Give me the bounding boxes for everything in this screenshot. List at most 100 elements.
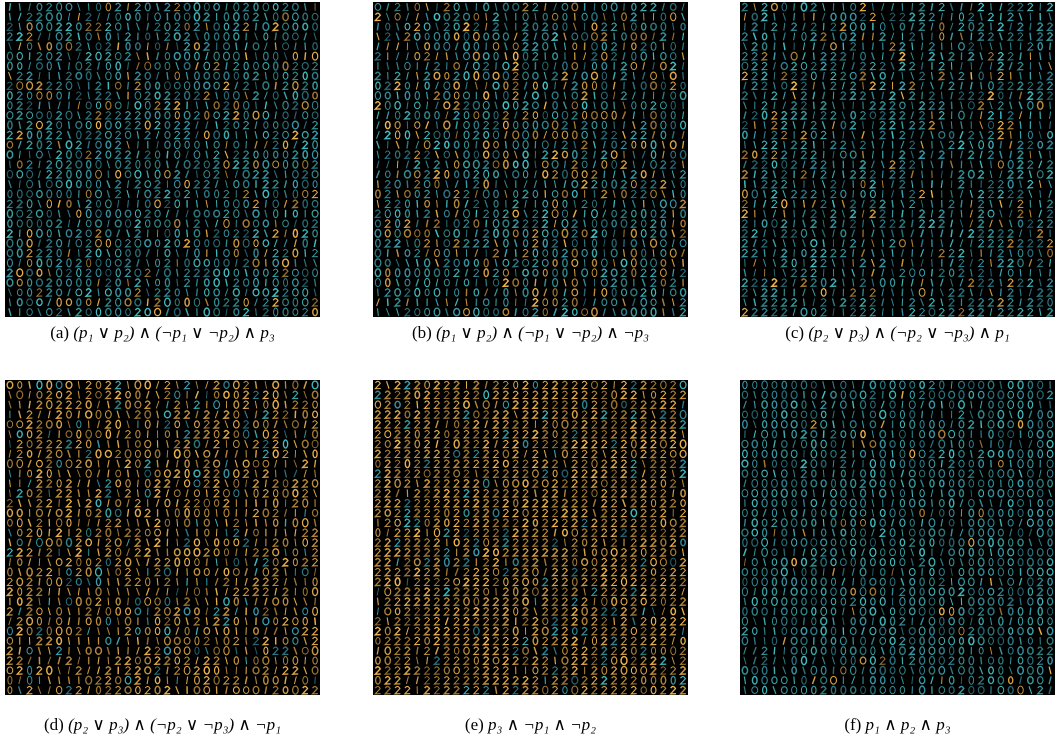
digit-glyph	[562, 578, 567, 585]
digit-glyph	[831, 82, 836, 89]
digit-glyph	[78, 499, 80, 507]
digit-glyph	[204, 13, 209, 20]
digit-glyph	[444, 529, 449, 536]
digit-glyph	[811, 131, 816, 138]
digit-glyph	[582, 450, 587, 457]
digit-glyph	[474, 240, 479, 247]
digit-glyph	[86, 121, 91, 128]
digit-glyph	[145, 450, 150, 458]
digit-glyph	[304, 33, 306, 41]
digit-glyph	[671, 499, 676, 506]
digit-glyph	[434, 13, 439, 20]
digit-glyph	[513, 230, 518, 237]
digit-glyph	[523, 558, 528, 565]
digit-glyph	[204, 549, 209, 556]
digit-glyph	[959, 259, 964, 266]
digit-glyph	[78, 3, 80, 11]
digit-glyph	[214, 62, 219, 69]
digit-glyph	[631, 131, 636, 138]
digit-glyph	[155, 568, 160, 575]
digit-glyph	[57, 171, 62, 178]
digit-glyph	[125, 112, 130, 119]
digit-glyph	[870, 82, 875, 89]
digit-glyph	[312, 667, 318, 674]
digit-glyph	[811, 23, 816, 30]
digit-glyph	[524, 82, 526, 90]
digit-glyph	[804, 200, 805, 208]
digit-glyph	[96, 588, 101, 596]
digit-glyph	[822, 13, 825, 21]
digit-glyph	[533, 391, 538, 398]
digit-glyph	[542, 141, 548, 149]
digit-glyph	[385, 101, 390, 109]
digit-glyph	[265, 627, 267, 635]
digit-glyph	[108, 470, 109, 478]
digit-glyph	[662, 298, 664, 306]
digit-glyph	[939, 269, 944, 276]
digit-glyph	[602, 381, 607, 388]
digit-glyph	[385, 441, 390, 448]
digit-glyph	[582, 250, 587, 257]
digit-glyph	[493, 450, 498, 457]
digit-glyph	[264, 230, 267, 238]
digit-glyph	[9, 617, 11, 625]
digit-glyph	[147, 298, 148, 306]
digit-glyph	[444, 578, 449, 585]
digit-glyph	[295, 529, 296, 537]
digit-glyph	[155, 200, 161, 208]
digit-glyph	[19, 42, 21, 50]
digit-glyph	[283, 151, 288, 158]
digit-glyph	[234, 72, 238, 79]
digit-glyph	[505, 249, 507, 257]
digit-glyph	[273, 647, 278, 654]
digit-glyph	[226, 460, 228, 468]
digit-glyph	[313, 401, 318, 408]
digit-glyph	[68, 617, 69, 625]
digit-glyph	[434, 608, 439, 615]
digit-glyph	[377, 121, 380, 129]
digit-glyph	[870, 308, 875, 315]
digit-glyph	[294, 141, 297, 149]
digit-glyph	[493, 279, 498, 286]
digit-glyph	[533, 637, 538, 645]
digit-glyph	[145, 200, 150, 208]
digit-glyph	[107, 249, 110, 257]
digit-glyph	[523, 141, 528, 149]
digit-glyph	[503, 279, 508, 286]
digit-glyph	[670, 141, 676, 149]
digit-glyph	[206, 608, 208, 616]
digit-glyph	[651, 519, 656, 526]
digit-glyph	[612, 539, 617, 546]
digit-glyph	[275, 608, 277, 616]
digit-glyph	[553, 588, 558, 595]
digit-glyph	[682, 548, 683, 556]
digit-glyph	[275, 460, 277, 468]
digit-glyph	[206, 23, 207, 31]
digit-glyph	[194, 490, 199, 497]
digit-glyph	[503, 529, 508, 536]
digit-glyph	[663, 151, 664, 159]
digit-glyph	[245, 647, 246, 655]
digit-glyph	[312, 549, 317, 556]
digit-glyph	[582, 381, 587, 388]
digit-glyph	[57, 220, 62, 227]
digit-glyph	[127, 637, 128, 645]
digit-glyph	[243, 460, 249, 467]
digit-glyph	[592, 53, 597, 60]
digit-glyph	[293, 190, 298, 198]
digit-glyph	[474, 490, 479, 497]
digit-glyph	[823, 239, 824, 247]
digit-glyph	[592, 112, 598, 119]
digit-glyph	[910, 141, 915, 148]
digit-glyph	[961, 200, 962, 208]
digit-glyph	[303, 608, 308, 615]
digit-glyph	[165, 259, 170, 266]
digit-glyph	[920, 220, 925, 227]
digit-glyph	[584, 62, 585, 70]
digit-glyph	[106, 677, 111, 684]
digit-glyph	[901, 92, 903, 100]
digit-glyph	[823, 92, 825, 100]
digit-glyph	[273, 13, 278, 21]
digit-glyph	[284, 92, 287, 100]
digit-glyph	[454, 102, 459, 109]
